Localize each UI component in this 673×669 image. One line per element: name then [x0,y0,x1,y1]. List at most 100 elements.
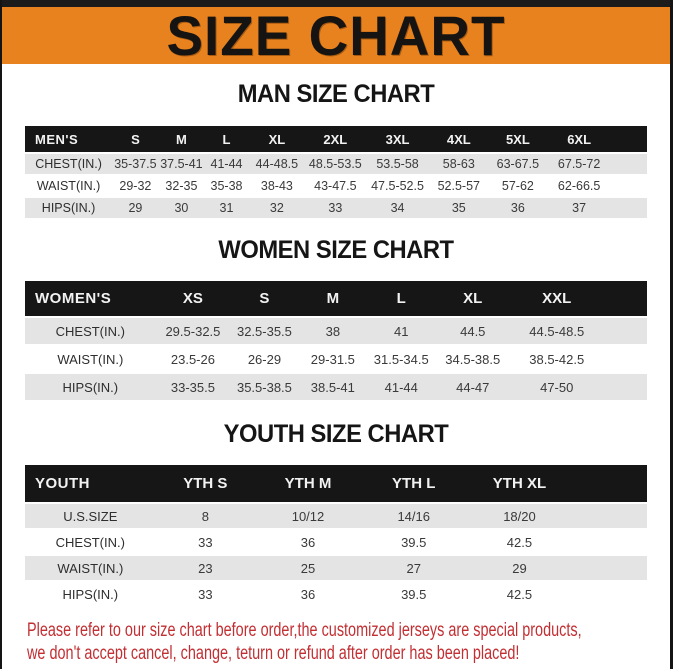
measurement-value: 29 [512,560,527,576]
size-column-header: L [222,131,231,147]
measurement-value: 27 [406,560,421,576]
measurement-value: 14/16 [397,508,430,524]
size-column-header: 4XL [446,131,471,147]
measurement-label: WAIST(IN.) [57,560,124,576]
measurement-value: 25 [300,560,316,576]
youth-size-chart-title: YOUTH SIZE CHART [223,420,449,448]
measurement-label: CHEST(IN.) [55,534,125,550]
measurement-value: 44-48.5 [255,157,299,171]
table-row: HIPS(IN.) 33 36 39.5 42.5 [25,580,647,606]
measurement-value: 33 [198,586,213,602]
measurement-value: 34.5-38.5 [445,351,501,367]
measurement-value: 32-35 [165,179,198,193]
measurement-value: 29-31.5 [310,351,355,367]
measurement-value: 39.5 [401,586,427,602]
size-column-header: XL [463,290,483,307]
measurement-value: 48.5-53.5 [308,157,362,171]
women-size-chart-title: WOMEN SIZE CHART [218,236,454,264]
measurement-value: 29-32 [119,179,152,193]
measurement-value: 33 [328,201,343,215]
table-header-label: WOMEN'S [35,290,112,307]
size-column-header: XXL [542,290,572,307]
table-row: WAIST(IN.) 23.5-26 26-29 29-31.5 31.5-34.5 34… [25,344,647,372]
size-column-header: 2XL [323,131,348,147]
measurement-value: 32.5-35.5 [236,323,292,339]
measurement-value: 62-66.5 [557,179,601,193]
size-column-header: YTH L [392,475,436,492]
size-column-header: YTH XL [492,475,547,492]
measurement-label: CHEST(IN.) [55,323,125,339]
measurement-label: CHEST(IN.) [35,157,102,171]
measurement-value: 41-44 [384,379,418,395]
measurement-value: 34 [390,201,405,215]
table-header-label: YOUTH [35,475,90,492]
table-row: U.S.SIZE 8 10/12 14/16 18/20 [25,502,647,528]
measurement-value: 41 [394,323,409,339]
measurement-value: 29.5-32.5 [165,323,221,339]
measurement-label: U.S.SIZE [63,508,118,524]
measurement-value: 10/12 [291,508,325,524]
measurement-value: 23.5-26 [170,351,215,367]
measurement-value: 37 [572,201,587,215]
measurement-value: 29 [128,201,143,215]
measurement-value: 38-43 [260,179,293,193]
measurement-label: HIPS(IN.) [41,201,96,215]
table-header-row: WOMEN'S XS S M L XL XXL [25,281,647,316]
measurement-label: HIPS(IN.) [62,586,119,602]
banner: SIZE CHART [2,7,670,64]
measurement-value: 38.5-42.5 [529,351,585,367]
size-column-header: M [326,290,340,307]
measurement-value: 36 [510,201,525,215]
table-row: CHEST(IN.) 35-37.5 37.5-41 41-44 44-48.5 48.5… [25,152,647,174]
measurement-value: 18/20 [503,508,536,524]
measurement-value: 41-44 [210,157,243,171]
order-note: Please refer to our size chart before or… [27,619,582,665]
page-title: SIZE CHART [166,4,506,67]
measurement-value: 33 [198,534,213,550]
measurement-value: 38.5-41 [310,379,355,395]
table-header-row: MEN'S S M L XL 2XL 3XL 4XL 5XL 6XL [25,126,647,152]
size-column-header: YTH S [183,475,228,492]
table-row: HIPS(IN.) 29 30 31 32 33 34 35 36 37 [25,196,647,218]
measurement-value: 47-50 [540,379,574,395]
measurement-value: 35-37.5 [114,157,157,171]
top-black-bar [2,0,670,7]
measurement-value: 52.5-57 [437,179,480,193]
size-column-header: 6XL [567,131,592,147]
measurement-value: 35-38 [210,179,243,193]
table-row: CHEST(IN.) 33 36 39.5 42.5 [25,528,647,554]
measurement-value: 32 [269,201,284,215]
measurement-value: 44.5-48.5 [529,323,585,339]
measurement-value: 33-35.5 [170,379,215,395]
table-header-label: MEN'S [35,131,79,147]
measurement-value: 35 [451,201,466,215]
measurement-value: 30 [174,201,189,215]
size-column-header: XL [268,131,286,147]
order-note-line-1: Please refer to our size chart before or… [27,620,582,641]
measurement-value: 39.5 [401,534,427,550]
measurement-value: 42.5 [506,586,533,602]
size-column-header: 5XL [505,131,530,147]
measurement-value: 26-29 [247,351,282,367]
table-row: HIPS(IN.) 33-35.5 35.5-38.5 38.5-41 41-44 44-… [25,372,647,400]
measurement-value: 43-47.5 [314,179,357,193]
size-column-header: S [131,131,140,147]
measurement-label: WAIST(IN.) [57,351,124,367]
measurement-value: 44-47 [456,379,490,395]
measurement-value: 36 [300,586,316,602]
measurement-value: 58-63 [442,157,475,171]
table-row: CHEST(IN.) 29.5-32.5 32.5-35.5 38 41 44.5 44.5… [25,316,647,344]
size-column-header: XS [182,290,203,307]
measurement-value: 63-67.5 [496,157,540,171]
measurement-value: 31 [219,201,234,215]
measurement-value: 23 [198,560,213,576]
measurement-value: 36 [300,534,316,550]
size-column-header: M [175,131,187,147]
youth-size-table: YOUTH YTH S YTH M YTH L YTH XL U.S.SIZE 8 10/12… [25,465,647,606]
table-row: WAIST(IN.) 29-32 32-35 35-38 38-43 43-47.5 47.… [25,174,647,196]
measurement-value: 67.5-72 [557,157,601,171]
measurement-value: 37.5-41 [160,157,203,171]
order-note-line-2: we don't accept cancel, change, teturn o… [27,643,520,664]
size-column-header: S [259,290,270,307]
